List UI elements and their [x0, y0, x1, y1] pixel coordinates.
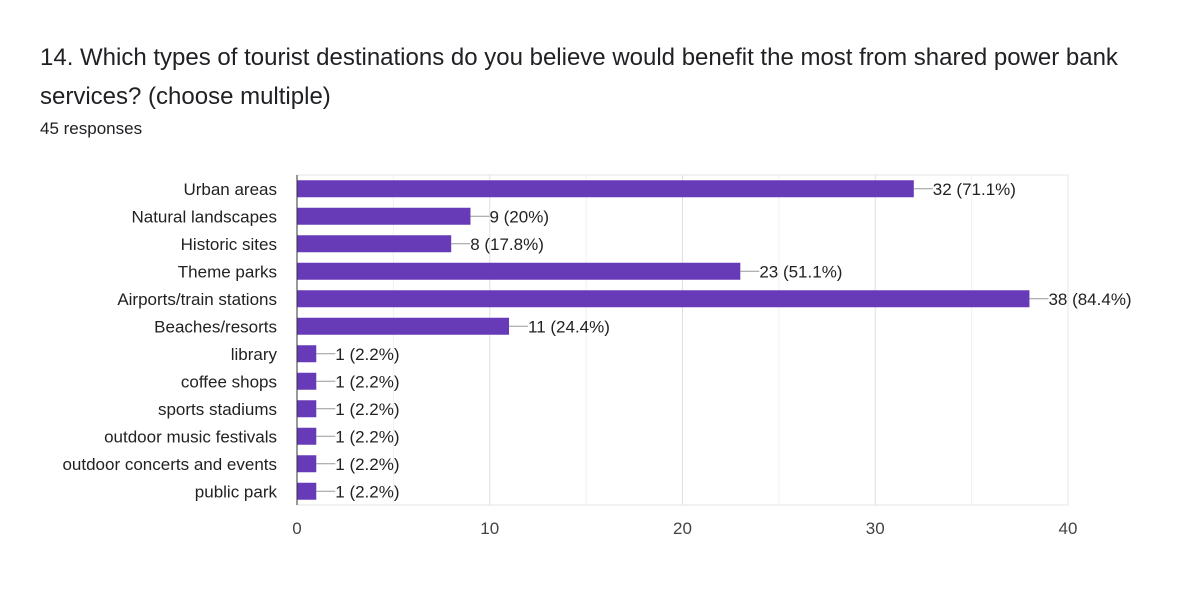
chart-title: 14. Which types of tourist destinations …	[40, 44, 1118, 110]
category-label: Theme parks	[178, 262, 277, 281]
category-label: sports stadiums	[158, 400, 277, 419]
data-label: 1 (2.2%)	[335, 427, 399, 446]
data-label: 1 (2.2%)	[335, 482, 399, 501]
bar	[297, 400, 317, 418]
bar	[297, 180, 914, 198]
bar	[297, 482, 317, 500]
x-tick-label: 20	[673, 519, 692, 538]
category-label: coffee shops	[181, 372, 277, 391]
bar	[297, 372, 317, 390]
data-label: 38 (84.4%)	[1048, 290, 1131, 309]
x-tick-label: 30	[866, 519, 885, 538]
category-label: Airports/train stations	[117, 290, 277, 309]
x-tick-label: 0	[292, 519, 301, 538]
category-label: public park	[195, 482, 278, 501]
data-label: 8 (17.8%)	[470, 235, 544, 254]
data-label: 32 (71.1%)	[933, 180, 1016, 199]
bar	[297, 235, 452, 253]
bar	[297, 207, 471, 225]
category-label: outdoor music festivals	[104, 427, 277, 446]
response-count: 45 responses	[40, 119, 143, 138]
bar	[297, 262, 741, 280]
category-label: outdoor concerts and events	[62, 455, 277, 474]
category-label: Urban areas	[183, 180, 277, 199]
category-label: Historic sites	[181, 235, 277, 254]
x-tick-label: 10	[480, 519, 499, 538]
bar	[297, 427, 317, 445]
data-label: 11 (24.4%)	[528, 317, 610, 336]
category-label: Natural landscapes	[131, 207, 277, 226]
data-label: 1 (2.2%)	[335, 400, 399, 419]
data-label: 1 (2.2%)	[335, 455, 399, 474]
data-label: 1 (2.2%)	[335, 372, 399, 391]
bar	[297, 455, 317, 473]
data-label: 23 (51.1%)	[759, 262, 842, 281]
data-label: 1 (2.2%)	[335, 345, 399, 364]
bar	[297, 345, 317, 363]
bar	[297, 290, 1030, 308]
category-label: library	[231, 345, 278, 364]
bar	[297, 317, 510, 335]
x-tick-label: 40	[1059, 519, 1078, 538]
data-label: 9 (20%)	[489, 207, 549, 226]
category-label: Beaches/resorts	[154, 317, 277, 336]
